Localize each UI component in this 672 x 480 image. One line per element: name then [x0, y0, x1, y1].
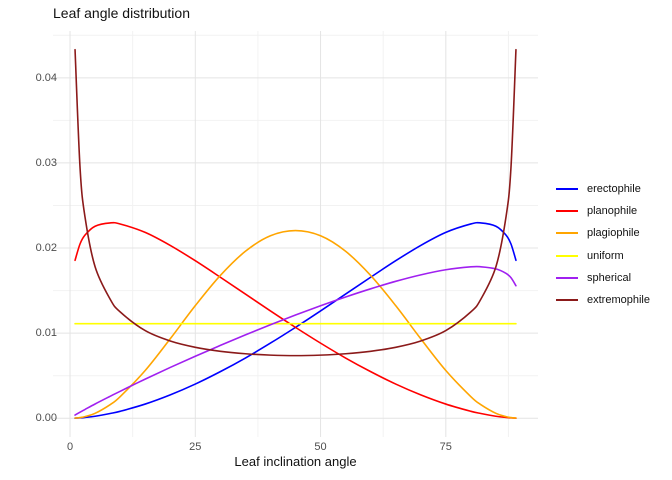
- legend-label: plagiophile: [587, 227, 640, 240]
- legend-swatch-planophile: [556, 210, 578, 213]
- x-axis-title: Leaf inclination angle: [234, 454, 357, 469]
- legend-item-spherical: spherical: [556, 267, 650, 289]
- legend-item-erectophile: erectophile: [556, 178, 650, 200]
- y-axis-tick-label: 0.03: [35, 156, 57, 169]
- series-line-plagiophile: [74, 229, 517, 419]
- x-axis-tick-label: 50: [314, 441, 327, 453]
- legend-label: spherical: [587, 271, 632, 284]
- y-axis-tick-label: 0.01: [35, 327, 57, 340]
- legend-item-extremophile: extremophile: [556, 289, 650, 311]
- y-axis-tick-label: 0.02: [35, 242, 57, 255]
- legend-label: planophile: [587, 205, 638, 218]
- legend-swatch-plagiophile: [556, 232, 578, 235]
- legend-item-planophile: planophile: [556, 200, 650, 222]
- chart-title: Leaf angle distribution: [53, 5, 190, 21]
- series-line-extremophile: [74, 48, 517, 357]
- legend-label: erectophile: [587, 183, 641, 196]
- legend-swatch-erectophile: [556, 188, 578, 191]
- legend-swatch-extremophile: [556, 299, 578, 302]
- legend: erectophile planophile plagiophile uniform s…: [556, 178, 650, 311]
- legend-swatch-spherical: [556, 276, 578, 279]
- legend-swatch-uniform: [556, 254, 578, 257]
- x-axis-tick-label: 25: [189, 441, 202, 453]
- y-axis-tick-label: 0.00: [35, 412, 57, 425]
- plot-panel-background: [53, 31, 538, 437]
- x-axis-tick-label: 0: [66, 441, 74, 453]
- legend-item-plagiophile: plagiophile: [556, 222, 650, 244]
- y-axis-tick-label: 0.04: [35, 71, 57, 84]
- x-axis-tick-label: 75: [439, 441, 452, 453]
- legend-label: extremophile: [587, 294, 650, 307]
- legend-item-uniform: uniform: [556, 245, 650, 267]
- legend-label: uniform: [587, 249, 624, 262]
- series-line-spherical: [74, 265, 517, 416]
- series-line-planophile: [74, 221, 517, 419]
